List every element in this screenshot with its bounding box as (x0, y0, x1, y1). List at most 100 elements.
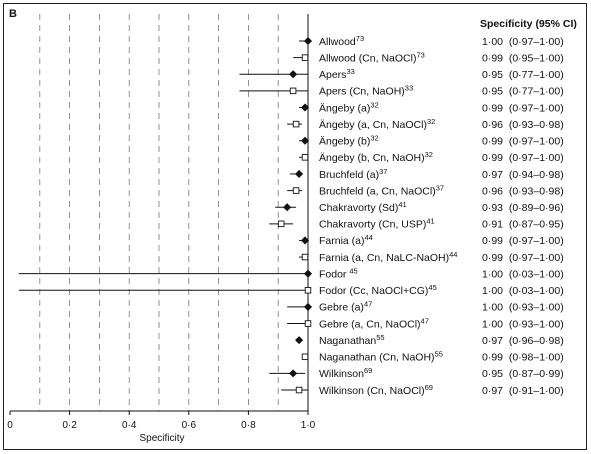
study-name: Chakravorty (Sd) (319, 202, 398, 214)
study-row: Wilkinson (Cn, NaOCl)69 0·97 (0·91–1·00) (281, 383, 564, 397)
study-name: Farnia (a, Cn, NaLC-NaOH) (319, 252, 449, 264)
ci-value: 0·97 (0·91–1·00) (482, 385, 564, 397)
study-label: Ängeby (b)32 (319, 134, 379, 148)
study-reference: 47 (421, 316, 429, 325)
x-tick-label: 1·0 (301, 420, 316, 431)
study-reference: 41 (398, 200, 406, 209)
study-label: Wilkinson (Cn, NaOCl)69 (319, 383, 433, 397)
study-row: Wilkinson69 0·95 (0·87–0·99) (269, 366, 564, 380)
study-label: Fodor 45 (319, 266, 358, 280)
study-row: Chakravorty (Sd)41 0·93 (0·89–0·96) (275, 200, 564, 214)
study-reference: 33 (346, 67, 354, 76)
point-estimate-open (301, 253, 309, 261)
study-row: Fodor (Cc, NaOCl+CG)45 1·00 (0·03–1·00) (18, 283, 564, 297)
study-row: Ängeby (b, Cn, NaOH)32 0·99 (0·97–1·00) (299, 150, 564, 164)
x-axis-label: Specificity (139, 433, 184, 444)
study-reference: 32 (427, 117, 435, 126)
ci-value: 1·00 (0·93–1·00) (482, 318, 564, 330)
point-estimate-open (301, 353, 309, 361)
ci-value: 0·99 (0·97–1·00) (482, 235, 564, 247)
study-reference: 69 (425, 383, 433, 392)
ci-value: 0·97 (0·94–0·98) (482, 169, 564, 181)
ci-value: 0·93 (0·89–0·96) (482, 202, 564, 214)
point-estimate-filled (289, 70, 298, 79)
grid-lines (39, 14, 309, 411)
study-row: Farnia (a)44 0·99 (0·97–1·00) (299, 233, 564, 247)
study-name: Ängeby (b, Cn, NaOH) (319, 152, 425, 164)
study-label: Naganathan55 (319, 333, 385, 347)
point-estimate-filled (300, 103, 310, 112)
study-label: Farnia (a, Cn, NaLC-NaOH)44 (319, 250, 457, 264)
study-row: Apers33 0·95 (0·77–1·00) (239, 67, 564, 81)
study-row: Naganathan55 0·97 (0·96–0·98) (295, 333, 564, 347)
study-name: Fodor (319, 268, 349, 280)
study-reference: 32 (425, 150, 433, 159)
study-reference: 32 (370, 100, 378, 109)
point-estimate-filled (303, 36, 313, 46)
study-name: Fodor (Cc, NaOCl+CG) (319, 285, 428, 297)
point-estimate-filled (300, 136, 310, 145)
plot-frame (3, 3, 587, 450)
study-reference: 37 (379, 167, 387, 176)
study-reference: 33 (405, 84, 413, 93)
study-label: Ängeby (b, Cn, NaOH)32 (319, 150, 433, 164)
point-estimate-filled (295, 336, 304, 345)
study-label: Fodor (Cc, NaOCl+CG)45 (319, 283, 437, 297)
study-label: Farnia (a)44 (319, 233, 373, 247)
study-reference: 44 (365, 233, 373, 242)
study-reference: 55 (376, 333, 384, 342)
panel-label: B (9, 8, 17, 20)
study-name: Allwood (319, 36, 356, 48)
study-label: Chakravorty (Cn, USP)41 (319, 217, 435, 231)
study-row: Naganathan (Cn, NaOH)55 0·99 (0·98–1·00) (301, 350, 564, 364)
ci-value: 0·95 (0·87–0·99) (482, 368, 564, 380)
study-name: Gebre (a, Cn, NaOCl) (319, 318, 421, 330)
ci-value: 0·99 (0·97–1·00) (482, 252, 564, 264)
study-row: Allwood73 1·00 (0·97–1·00) (299, 34, 564, 48)
x-tick-label: 0·8 (241, 420, 256, 431)
study-reference: 41 (426, 217, 434, 226)
study-label: Ängeby (a, Cn, NaOCl)32 (319, 117, 435, 131)
study-name: Wilkinson (Cn, NaOCl) (319, 385, 425, 397)
x-tick-label: 0 (7, 420, 13, 431)
study-name: Farnia (a) (319, 235, 365, 247)
study-label: Allwood73 (319, 34, 364, 48)
study-name: Wilkinson (319, 368, 364, 380)
study-name: Apers (319, 69, 346, 81)
ci-value: 0·99 (0·97–1·00) (482, 152, 564, 164)
study-reference: 73 (416, 50, 424, 59)
study-label: Apers33 (319, 67, 355, 81)
ci-value: 0·96 (0·93–0·98) (482, 185, 564, 197)
point-estimate-open (289, 87, 297, 95)
study-reference: 69 (364, 366, 372, 375)
point-estimate-open (301, 154, 309, 161)
study-name: Apers (Cn, NaOH) (319, 86, 405, 98)
ci-value: 1·00 (0·93–1·00) (482, 302, 564, 314)
study-reference: 44 (449, 250, 457, 259)
study-row: Chakravorty (Cn, USP)41 0·91 (0·87–0·95) (269, 217, 564, 231)
point-estimate-open (304, 320, 312, 327)
study-row: Allwood (Cn, NaOCl)73 0·99 (0·95–1·00) (293, 50, 564, 64)
study-label: Naganathan (Cn, NaOH)55 (319, 350, 443, 364)
study-reference: 45 (428, 283, 436, 292)
ci-value: 0·99 (0·98–1·00) (482, 352, 564, 364)
study-label: Bruchfeld (a)37 (319, 167, 387, 181)
x-tick-label: 0·4 (122, 420, 137, 431)
study-label: Bruchfeld (a, Cn, NaOCl)37 (319, 183, 444, 197)
ci-value: 1·00 (0·97–1·00) (482, 36, 564, 48)
point-estimate-filled (303, 302, 313, 311)
study-label: Gebre (a)47 (319, 300, 372, 314)
study-reference: 45 (349, 266, 357, 275)
ci-value: 1·00 (0·03–1·00) (482, 285, 564, 297)
point-estimate-open (277, 220, 285, 228)
study-name: Naganathan (Cn, NaOH) (319, 352, 435, 364)
study-row: Bruchfeld (a, Cn, NaOCl)37 0·96 (0·93–0·9… (287, 183, 564, 197)
study-reference: 37 (436, 183, 444, 192)
study-rows: Allwood73 1·00 (0·97–1·00)Allwood (Cn, Na… (18, 34, 564, 397)
study-name: Gebre (a) (319, 302, 364, 314)
study-label: Apers (Cn, NaOH)33 (319, 84, 413, 98)
study-name: Ängeby (b) (319, 136, 370, 148)
study-reference: 32 (370, 134, 378, 143)
ci-value: 0·99 (0·95–1·00) (482, 52, 564, 64)
